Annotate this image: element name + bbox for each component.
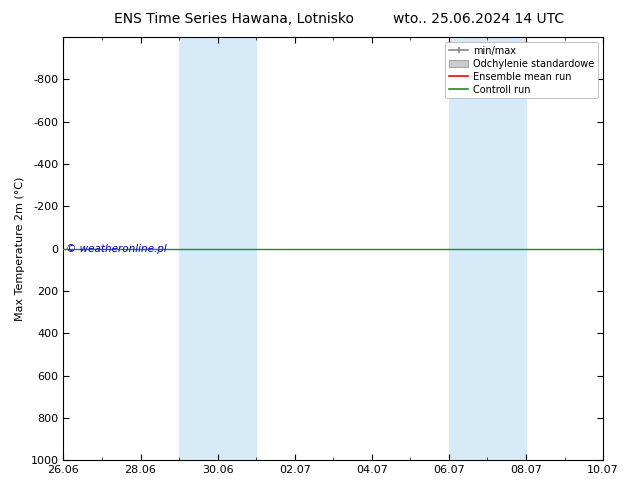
Text: © weatheronline.pl: © weatheronline.pl <box>66 245 167 254</box>
Bar <box>179 37 256 460</box>
Y-axis label: Max Temperature 2m (°C): Max Temperature 2m (°C) <box>15 176 25 321</box>
Bar <box>449 37 526 460</box>
Text: ENS Time Series Hawana, Lotnisko: ENS Time Series Hawana, Lotnisko <box>114 12 354 26</box>
Text: wto.. 25.06.2024 14 UTC: wto.. 25.06.2024 14 UTC <box>393 12 564 26</box>
Legend: min/max, Odchylenie standardowe, Ensemble mean run, Controll run: min/max, Odchylenie standardowe, Ensembl… <box>445 42 598 98</box>
